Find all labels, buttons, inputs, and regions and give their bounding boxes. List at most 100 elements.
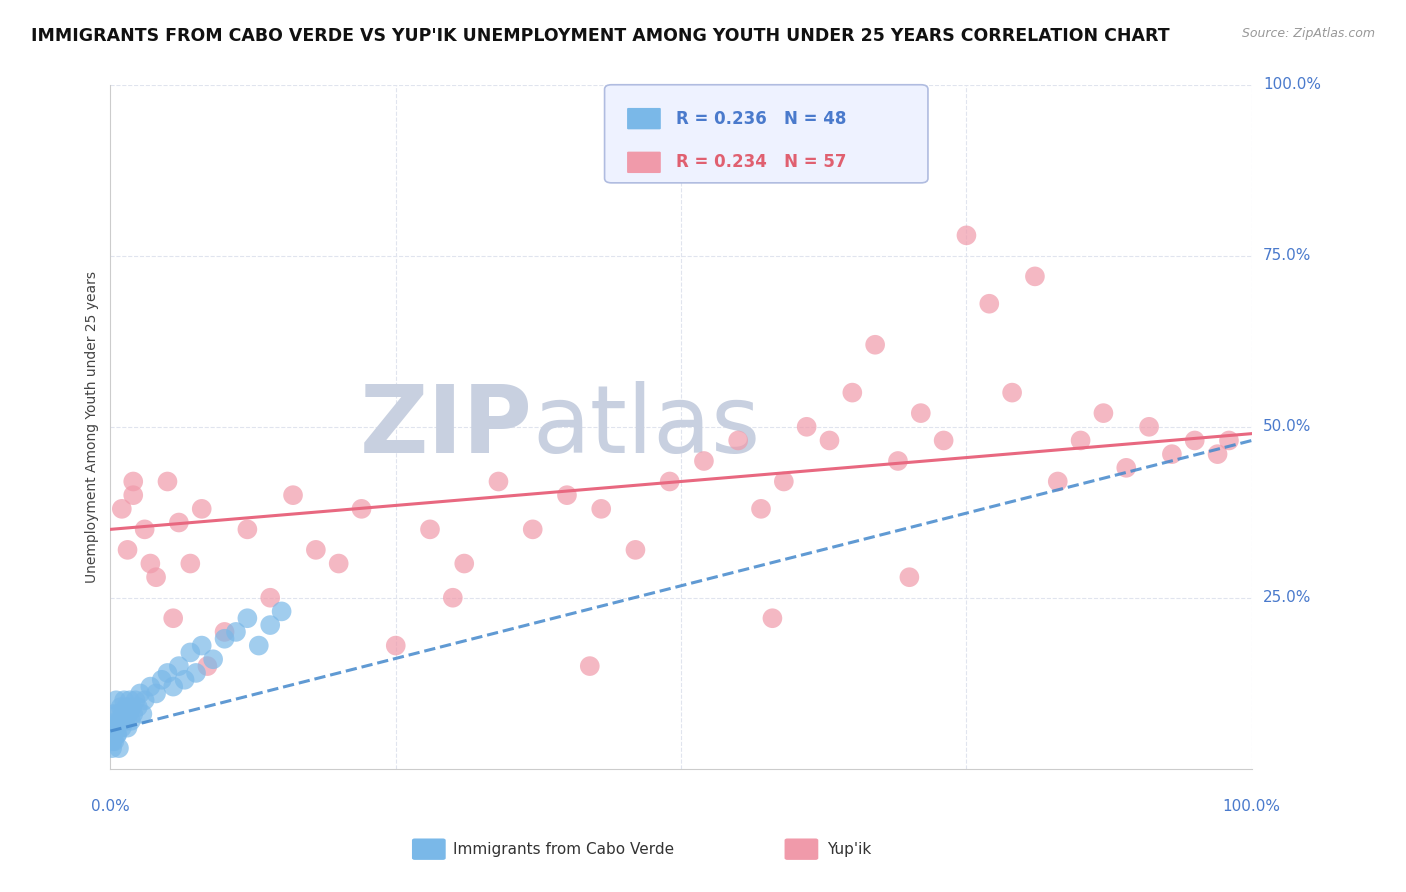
Point: [270, 604, 292, 618]
Text: 75.0%: 75.0%: [1263, 248, 1312, 263]
Point: [114, 714, 136, 728]
Point: [281, 488, 304, 502]
Point: [578, 659, 600, 673]
Text: 50.0%: 50.0%: [1263, 419, 1312, 434]
Point: [1206, 447, 1229, 461]
Point: [384, 639, 406, 653]
Point: [117, 721, 139, 735]
Point: [1115, 460, 1137, 475]
Point: [118, 693, 141, 707]
Point: [179, 645, 201, 659]
Point: [103, 727, 125, 741]
Point: [555, 488, 578, 502]
Point: [305, 542, 328, 557]
Text: 100.0%: 100.0%: [1223, 799, 1281, 814]
Point: [772, 475, 794, 489]
Point: [522, 522, 544, 536]
Point: [624, 542, 647, 557]
Point: [214, 624, 236, 639]
Point: [131, 706, 153, 721]
Point: [658, 475, 681, 489]
Point: [111, 721, 134, 735]
Point: [955, 228, 977, 243]
Point: [156, 665, 179, 680]
Point: [118, 706, 141, 721]
Point: [1137, 419, 1160, 434]
Point: [863, 337, 886, 351]
Point: [111, 706, 134, 721]
Point: [197, 659, 219, 673]
Text: Yup'ik: Yup'ik: [827, 842, 870, 856]
Point: [122, 488, 145, 502]
Point: [162, 611, 184, 625]
Point: [761, 611, 783, 625]
Point: [898, 570, 921, 584]
Point: [1184, 434, 1206, 448]
Point: [145, 686, 167, 700]
Point: [156, 475, 179, 489]
Point: [796, 419, 818, 434]
Text: Source: ZipAtlas.com: Source: ZipAtlas.com: [1241, 27, 1375, 40]
Point: [101, 734, 124, 748]
Point: [179, 557, 201, 571]
Point: [202, 652, 225, 666]
Point: [214, 632, 236, 646]
Point: [107, 706, 129, 721]
Text: atlas: atlas: [533, 381, 761, 473]
Point: [127, 700, 149, 714]
Point: [129, 686, 152, 700]
Point: [104, 721, 127, 735]
Point: [101, 741, 124, 756]
Point: [115, 700, 138, 714]
Point: [1024, 269, 1046, 284]
Point: [236, 522, 259, 536]
Point: [225, 624, 247, 639]
Point: [591, 501, 613, 516]
Point: [122, 706, 145, 721]
Point: [134, 522, 156, 536]
Point: [167, 516, 190, 530]
Point: [107, 714, 129, 728]
Point: [139, 680, 162, 694]
Point: [167, 659, 190, 673]
Point: [111, 501, 134, 516]
Point: [122, 475, 145, 489]
Point: [139, 557, 162, 571]
Text: 100.0%: 100.0%: [1263, 78, 1322, 93]
Point: [103, 706, 125, 721]
Point: [190, 639, 212, 653]
Point: [108, 741, 131, 756]
Point: [841, 385, 863, 400]
Point: [453, 557, 475, 571]
Text: R = 0.234   N = 57: R = 0.234 N = 57: [676, 153, 846, 171]
Y-axis label: Unemployment Among Youth under 25 years: Unemployment Among Youth under 25 years: [86, 271, 100, 582]
Point: [121, 700, 143, 714]
Point: [1001, 385, 1024, 400]
Point: [190, 501, 212, 516]
Point: [110, 700, 132, 714]
Point: [1070, 434, 1092, 448]
Point: [259, 618, 281, 632]
Point: [105, 727, 128, 741]
Point: [103, 734, 125, 748]
Point: [910, 406, 932, 420]
Text: 25.0%: 25.0%: [1263, 591, 1312, 606]
Point: [236, 611, 259, 625]
Point: [818, 434, 841, 448]
Point: [749, 501, 772, 516]
Point: [1218, 434, 1240, 448]
Point: [727, 434, 749, 448]
Point: [887, 454, 910, 468]
Point: [173, 673, 195, 687]
Point: [120, 714, 142, 728]
Point: [112, 693, 135, 707]
Point: [1161, 447, 1184, 461]
Point: [162, 680, 184, 694]
Point: [932, 434, 955, 448]
Text: ZIP: ZIP: [360, 381, 533, 473]
Point: [117, 542, 139, 557]
Point: [184, 665, 207, 680]
Point: [1092, 406, 1115, 420]
Point: [350, 501, 373, 516]
Point: [979, 297, 1001, 311]
